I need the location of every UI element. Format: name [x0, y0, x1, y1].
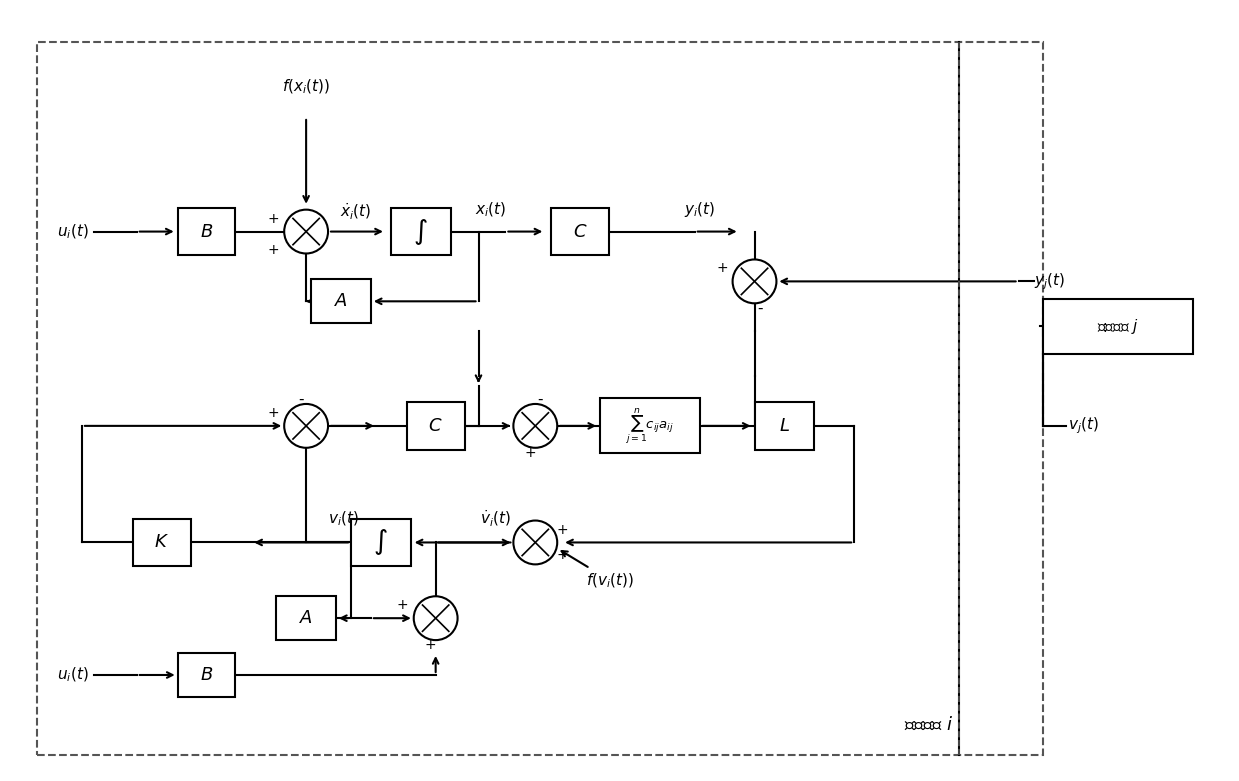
Circle shape	[513, 404, 558, 448]
Circle shape	[513, 520, 558, 565]
Text: $y_i(t)$: $y_i(t)$	[684, 200, 715, 219]
Text: +: +	[556, 522, 567, 537]
Text: +: +	[268, 212, 279, 226]
Text: -: -	[538, 391, 543, 406]
Text: 单摆系统 $i$: 单摆系统 $i$	[904, 716, 954, 734]
Text: $K$: $K$	[154, 533, 170, 551]
Circle shape	[284, 404, 328, 448]
Bar	[755, 402, 814, 450]
Bar	[311, 280, 370, 323]
Text: $y_j(t)$: $y_j(t)$	[1033, 271, 1064, 291]
Text: $\int$: $\int$	[373, 527, 388, 558]
Text: $u_i(t)$: $u_i(t)$	[57, 665, 89, 684]
Text: $A$: $A$	[335, 292, 348, 310]
Bar	[390, 208, 451, 255]
Bar	[1043, 299, 1193, 354]
Bar	[133, 519, 191, 566]
Text: +: +	[524, 446, 536, 460]
Text: +: +	[556, 548, 567, 562]
Text: $u_i(t)$: $u_i(t)$	[57, 223, 89, 241]
Bar	[551, 208, 610, 255]
Circle shape	[284, 209, 328, 254]
Text: $\int$: $\int$	[414, 216, 429, 247]
Text: -: -	[299, 391, 304, 406]
Text: $\dot{v}_i(t)$: $\dot{v}_i(t)$	[479, 508, 510, 529]
Text: +: +	[268, 243, 279, 256]
Text: $x_i(t)$: $x_i(t)$	[475, 201, 506, 219]
Text: +: +	[717, 262, 729, 276]
Text: +: +	[268, 406, 279, 420]
Text: 单摆系统 $j$: 单摆系统 $j$	[1098, 317, 1139, 336]
Text: $C$: $C$	[429, 417, 442, 435]
Text: $\dot{x}_i(t)$: $\dot{x}_i(t)$	[341, 201, 372, 222]
Bar	[276, 596, 336, 640]
Text: $\sum_{j=1}^{n}c_{ij}a_{ij}$: $\sum_{j=1}^{n}c_{ij}a_{ij}$	[626, 406, 674, 446]
Circle shape	[732, 259, 777, 303]
Bar	[351, 519, 411, 566]
Text: $L$: $L$	[779, 417, 790, 435]
Circle shape	[414, 596, 457, 640]
Bar	[177, 653, 235, 697]
Text: $C$: $C$	[572, 223, 587, 241]
Text: $v_i(t)$: $v_i(t)$	[327, 509, 358, 528]
Bar	[37, 42, 1043, 754]
Text: $B$: $B$	[199, 223, 213, 241]
Text: $A$: $A$	[299, 609, 313, 627]
Text: $f(v_i(t))$: $f(v_i(t))$	[586, 571, 634, 590]
Bar	[600, 398, 700, 453]
Text: +: +	[425, 638, 436, 652]
Text: $B$: $B$	[199, 666, 213, 684]
Text: -: -	[757, 301, 762, 316]
Bar	[177, 208, 235, 255]
Text: $v_j(t)$: $v_j(t)$	[1068, 415, 1099, 436]
Text: $f(x_i(t))$: $f(x_i(t))$	[282, 78, 331, 96]
Bar	[406, 402, 465, 450]
Text: +: +	[396, 598, 409, 612]
